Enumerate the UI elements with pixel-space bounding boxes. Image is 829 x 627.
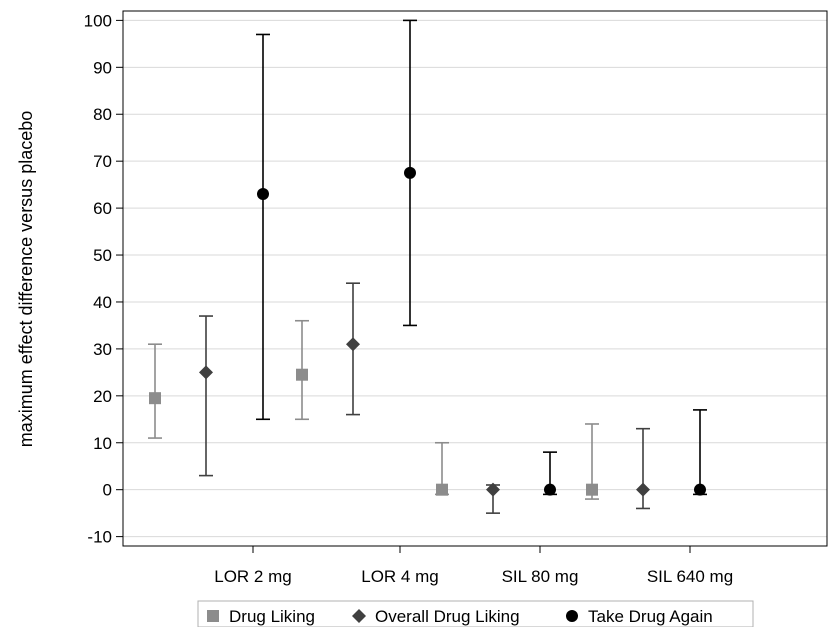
data-point — [436, 483, 448, 496]
data-point — [486, 482, 500, 497]
y-axis-title: maximum effect difference versus placebo — [16, 111, 36, 448]
y-tick-label: 90 — [93, 58, 112, 77]
y-tick-label: 0 — [103, 481, 112, 500]
legend-marker — [566, 610, 578, 622]
data-point — [404, 166, 416, 179]
x-tick-label: SIL 80 mg — [502, 567, 579, 586]
legend-label: Drug Liking — [229, 607, 315, 626]
data-point — [199, 365, 213, 380]
y-tick-label: 70 — [93, 152, 112, 171]
x-tick-label: SIL 640 mg — [647, 567, 733, 586]
data-point — [544, 483, 556, 496]
data-marks — [148, 19, 707, 514]
x-tick-label: LOR 2 mg — [214, 567, 291, 586]
y-tick-label: 40 — [93, 293, 112, 312]
legend-label: Take Drug Again — [588, 607, 713, 626]
grid-lines — [123, 19, 827, 538]
y-tick-label: 100 — [84, 11, 112, 30]
x-axis-ticks: LOR 2 mg LOR 4 mg SIL 80 mg SIL 640 mg — [214, 546, 733, 586]
data-point — [346, 337, 360, 352]
y-tick-label: 20 — [93, 387, 112, 406]
data-point — [257, 188, 269, 201]
y-tick-label: 50 — [93, 246, 112, 265]
x-tick-label: LOR 4 mg — [361, 567, 438, 586]
legend-marker — [207, 610, 219, 622]
y-axis-ticks: -10 0 10 20 30 40 50 60 70 80 90 100 — [84, 11, 123, 547]
data-point — [694, 483, 706, 496]
y-tick-label: -10 — [87, 528, 112, 547]
y-tick-label: 80 — [93, 105, 112, 124]
y-tick-label: 30 — [93, 340, 112, 359]
legend-marker — [352, 609, 366, 623]
legend: Drug Liking Overall Drug Liking Take Drug … — [197, 600, 754, 627]
y-tick-label: 60 — [93, 199, 112, 218]
data-point — [149, 392, 161, 405]
data-point — [296, 368, 308, 381]
data-point — [636, 482, 650, 497]
y-tick-label: 10 — [93, 434, 112, 453]
plot-frame — [122, 10, 828, 547]
legend-label: Overall Drug Liking — [375, 607, 520, 626]
data-point — [586, 483, 598, 496]
legend-box — [197, 600, 754, 627]
